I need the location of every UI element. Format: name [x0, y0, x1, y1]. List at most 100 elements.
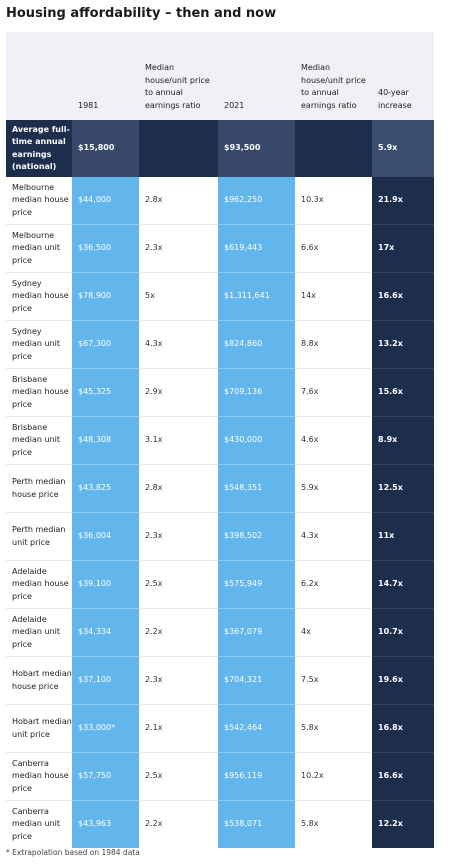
- increase-value: 12.5x: [372, 464, 434, 513]
- table-row: Perth median unit price $36,004 2.3x $398,5…: [6, 512, 434, 561]
- table-row: Adelaide median unit price $34,334 2.2x $36…: [6, 608, 434, 657]
- row-label: Melbourne median house price: [6, 177, 72, 225]
- value-2021: $575,949: [218, 560, 295, 609]
- header-empty: [6, 32, 72, 120]
- ratio-1981: 2.9x: [139, 368, 218, 417]
- ratio-1981: 2.8x: [139, 464, 218, 513]
- value-1981: $36,004: [72, 512, 139, 561]
- row-label: Perth median house price: [6, 464, 72, 513]
- row-label: Adelaide median house price: [6, 560, 72, 609]
- ratio-1981: 2.5x: [139, 560, 218, 609]
- value-2021: $367,079: [218, 608, 295, 657]
- value-1981: $43,825: [72, 464, 139, 513]
- header-ratio-1981: Median house/unit price to annual earnin…: [139, 32, 218, 120]
- increase-value: 5.9x: [372, 120, 434, 177]
- value-2021: $824,860: [218, 320, 295, 369]
- ratio-2021: 4.3x: [295, 512, 372, 561]
- increase-value: 11x: [372, 512, 434, 561]
- value-2021: $619,443: [218, 224, 295, 273]
- table-row: Adelaide median house price $39,100 2.5x $5…: [6, 560, 434, 609]
- value-1981: $57,750: [72, 752, 139, 801]
- ratio-1981: 2.8x: [139, 177, 218, 225]
- row-label: Brisbane median unit price: [6, 416, 72, 465]
- value-1981: $67,300: [72, 320, 139, 369]
- value-1981: $33,000*: [72, 704, 139, 753]
- ratio-2021: 6.6x: [295, 224, 372, 273]
- ratio-2021: 14x: [295, 272, 372, 321]
- ratio-1981: 2.3x: [139, 512, 218, 561]
- ratio-2021: 4.6x: [295, 416, 372, 465]
- footnote: * Extrapolation based on 1984 data: [6, 848, 140, 857]
- value-2021: $542,464: [218, 704, 295, 753]
- increase-value: 13.2x: [372, 320, 434, 369]
- increase-value: 8.9x: [372, 416, 434, 465]
- value-2021: $93,500: [218, 120, 295, 177]
- value-2021: $962,250: [218, 177, 295, 225]
- header-increase: 40-year increase: [372, 32, 434, 120]
- ratio-1981: 3.1x: [139, 416, 218, 465]
- table-row: Canberra median unit price $43,963 2.2x $53…: [6, 800, 434, 848]
- row-label: Brisbane median house price: [6, 368, 72, 417]
- ratio-1981: 2.5x: [139, 752, 218, 801]
- increase-value: 16.8x: [372, 704, 434, 753]
- value-1981: $43,963: [72, 800, 139, 848]
- row-label: Sydney median house price: [6, 272, 72, 321]
- row-label: Hobart median unit price: [6, 704, 72, 753]
- value-1981: $78,900: [72, 272, 139, 321]
- header-ratio-2021: Median house/unit price to annual earnin…: [295, 32, 372, 120]
- row-label: Canberra median unit price: [6, 800, 72, 848]
- header-2021: 2021: [218, 32, 295, 120]
- value-2021: $538,071: [218, 800, 295, 848]
- value-2021: $430,000: [218, 416, 295, 465]
- value-1981: $39,100: [72, 560, 139, 609]
- value-1981: $34,334: [72, 608, 139, 657]
- value-1981: $37,100: [72, 656, 139, 705]
- ratio-1981: 4.3x: [139, 320, 218, 369]
- ratio-2021: 5.8x: [295, 800, 372, 848]
- table-row: Perth median house price $43,825 2.8x $548,…: [6, 464, 434, 513]
- row-label: Adelaide median unit price: [6, 608, 72, 657]
- value-2021: $398,502: [218, 512, 295, 561]
- row-label: Average full-time annual earnings (natio…: [6, 120, 72, 177]
- table-title: Housing affordability – then and now: [6, 6, 277, 21]
- table-row: Brisbane median unit price $48,308 3.1x $43…: [6, 416, 434, 465]
- increase-value: 14.7x: [372, 560, 434, 609]
- ratio-2021: 6.2x: [295, 560, 372, 609]
- value-1981: $15,800: [72, 120, 139, 177]
- value-2021: $548,351: [218, 464, 295, 513]
- table-row: Melbourne median house price $44,000 2.8x $…: [6, 177, 434, 225]
- increase-value: 16.6x: [372, 752, 434, 801]
- value-1981: $45,325: [72, 368, 139, 417]
- ratio-2021: 10.2x: [295, 752, 372, 801]
- increase-value: 21.9x: [372, 177, 434, 225]
- table-row: Brisbane median house price $45,325 2.9x $7…: [6, 368, 434, 417]
- increase-value: 17x: [372, 224, 434, 273]
- ratio-1981: 2.1x: [139, 704, 218, 753]
- ratio-1981: 2.2x: [139, 608, 218, 657]
- ratio-1981: 5x: [139, 272, 218, 321]
- ratio-1981: 2.3x: [139, 224, 218, 273]
- table-row: Sydney median unit price $67,300 4.3x $824,…: [6, 320, 434, 369]
- increase-value: 10.7x: [372, 608, 434, 657]
- header-1981: 1981: [72, 32, 139, 120]
- ratio-1981: 2.3x: [139, 656, 218, 705]
- increase-value: 12.2x: [372, 800, 434, 848]
- row-label: Canberra median house price: [6, 752, 72, 801]
- ratio-2021: 5.9x: [295, 464, 372, 513]
- value-1981: $44,000: [72, 177, 139, 225]
- increase-value: 19.6x: [372, 656, 434, 705]
- affordability-table: 1981 Median house/unit price to annual e…: [6, 32, 434, 848]
- header-row: 1981 Median house/unit price to annual e…: [6, 32, 434, 120]
- ratio-1981: 2.2x: [139, 800, 218, 848]
- table-row: Hobart median house price $37,100 2.3x $704…: [6, 656, 434, 705]
- ratio-1981: [139, 120, 218, 177]
- value-2021: $704,321: [218, 656, 295, 705]
- average-earnings-row: Average full-time annual earnings (natio…: [6, 120, 434, 177]
- row-label: Melbourne median unit price: [6, 224, 72, 273]
- value-2021: $1,311,641: [218, 272, 295, 321]
- ratio-2021: 7.6x: [295, 368, 372, 417]
- ratio-2021: 7.5x: [295, 656, 372, 705]
- table-row: Canberra median house price $57,750 2.5x $9…: [6, 752, 434, 801]
- increase-value: 15.6x: [372, 368, 434, 417]
- table-row: Melbourne median unit price $36,500 2.3x $6…: [6, 224, 434, 273]
